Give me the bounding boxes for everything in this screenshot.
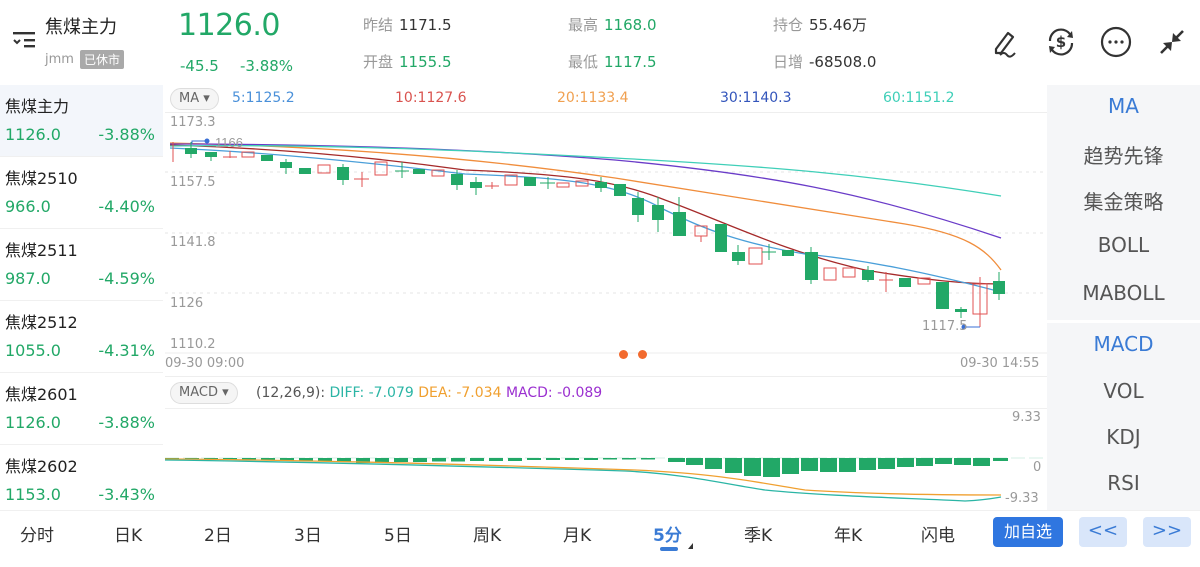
page-dot-icon	[619, 350, 628, 359]
change-pct: -3.88%	[240, 57, 294, 75]
macd-y-min: -9.33	[1005, 491, 1039, 506]
indicator-panel	[1047, 85, 1200, 510]
stat-open: 开盘 1155.5	[363, 53, 452, 71]
currency-exchange-icon[interactable]: $	[1044, 25, 1078, 59]
contract-item[interactable]: 焦煤2512 1055.0 -4.31%	[0, 301, 163, 373]
indicator-vol[interactable]: VOL	[1103, 379, 1144, 403]
ma5-label: 5:1125.2	[232, 90, 295, 106]
indicator-gold-strategy[interactable]: 集金策略	[1083, 190, 1164, 214]
tab-2day[interactable]: 2日	[204, 526, 232, 546]
contract-item[interactable]: 焦煤主力 1126.0 -3.88%	[0, 85, 163, 157]
y-label-min: 1110.2	[170, 337, 216, 352]
more-icon[interactable]	[1099, 25, 1133, 59]
macd-legend: (12,26,9): DIFF: -7.079 DEA: -7.034 MACD…	[256, 385, 603, 401]
tab-quarterly[interactable]: 季K	[744, 526, 773, 546]
change-abs: -45.5	[180, 57, 219, 75]
tab-3day[interactable]: 3日	[294, 526, 322, 546]
high-marker: 1166	[215, 135, 243, 150]
x-label-start: 09-30 09:00	[165, 356, 245, 371]
indicator-boll[interactable]: BOLL	[1097, 233, 1150, 257]
candles	[172, 142, 1005, 327]
main-indicator-select[interactable]: MA ▾	[170, 88, 219, 110]
indicator-trend-pioneer[interactable]: 趋势先锋	[1083, 144, 1164, 168]
x-label-end: 09-30 14:55	[960, 356, 1040, 371]
indicator-macd[interactable]: MACD	[1093, 332, 1154, 356]
timeframe-bar: 分时 日K 2日 3日 5日 周K 月K 5分 季K 年K 闪电 加自选 << …	[0, 510, 1200, 567]
ma20-label: 20:1133.4	[557, 90, 629, 106]
indicator-rsi[interactable]: RSI	[1107, 471, 1140, 495]
sub-indicator-select[interactable]: MACD ▾	[170, 382, 238, 404]
y-label-2: 1157.5	[170, 175, 216, 190]
macd-y-max: 9.33	[1012, 410, 1041, 425]
header: 焦煤主力 jmm 已休市 1126.0 -45.5 -3.88% 昨结 1171.…	[0, 0, 1200, 85]
dropdown-triangle-icon[interactable]	[688, 543, 693, 549]
collapse-icon[interactable]	[1155, 25, 1189, 59]
y-label-3: 1141.8	[170, 235, 216, 250]
tab-5day[interactable]: 5日	[384, 526, 412, 546]
stat-low: 最低 1117.5	[568, 53, 657, 71]
macd-chart[interactable]	[165, 408, 1047, 508]
indicator-divider	[1047, 320, 1200, 323]
y-label-4: 1126	[170, 296, 204, 311]
active-tab-indicator	[660, 547, 678, 551]
ma10-label: 10:1127.6	[395, 90, 467, 106]
svg-text:$: $	[1056, 33, 1066, 51]
contract-title: 焦煤主力	[45, 17, 117, 38]
contract-item[interactable]: 焦煤2602 1153.0 -3.43%	[5, 457, 155, 504]
low-marker: 1117.5	[922, 319, 968, 334]
stat-daily-change: 日增 -68508.0	[773, 53, 877, 71]
prev-button[interactable]: <<	[1079, 517, 1127, 547]
next-button[interactable]: >>	[1143, 517, 1191, 547]
y-label-max: 1173.3	[170, 115, 216, 130]
contract-item[interactable]: 焦煤2510 966.0 -4.40%	[0, 157, 163, 229]
indicator-ma[interactable]: MA	[1108, 94, 1139, 118]
contract-list: 焦煤主力 1126.0 -3.88% 焦煤2510 966.0 -4.40% 焦…	[0, 85, 163, 510]
status-badge: 已休市	[80, 50, 125, 69]
ma60-label: 60:1151.2	[883, 90, 955, 106]
indicator-maboll[interactable]: MABOLL	[1082, 281, 1165, 305]
add-watchlist-button[interactable]: 加自选	[993, 517, 1063, 547]
contract-item[interactable]: 焦煤2601 1126.0 -3.88%	[0, 373, 163, 445]
tab-weekly[interactable]: 周K	[473, 526, 502, 546]
menu-toggle-icon[interactable]	[12, 30, 38, 52]
candlestick-chart[interactable]: 1166	[165, 112, 1047, 374]
tab-intraday[interactable]: 分时	[20, 526, 54, 546]
ma30-label: 30:1140.3	[720, 90, 792, 106]
last-price: 1126.0	[178, 8, 280, 43]
stat-high: 最高 1168.0	[568, 16, 657, 34]
edit-sign-icon[interactable]	[988, 25, 1022, 59]
tab-monthly[interactable]: 月K	[563, 526, 592, 546]
tab-yearly[interactable]: 年K	[834, 526, 863, 546]
stat-prev-settle: 昨结 1171.5	[363, 16, 452, 34]
page-dot-icon	[638, 350, 647, 359]
contract-code: jmm	[45, 52, 74, 67]
tab-5min[interactable]: 5分	[653, 526, 682, 546]
macd-y-zero: 0	[1033, 460, 1042, 475]
contract-item[interactable]: 焦煤2511 987.0 -4.59%	[0, 229, 163, 301]
indicator-kdj[interactable]: KDJ	[1106, 425, 1141, 449]
tab-lightning[interactable]: 闪电	[921, 526, 955, 546]
panel-divider	[165, 376, 1047, 377]
stat-open-interest: 持仓 55.46万	[773, 16, 867, 34]
tab-daily[interactable]: 日K	[114, 526, 143, 546]
